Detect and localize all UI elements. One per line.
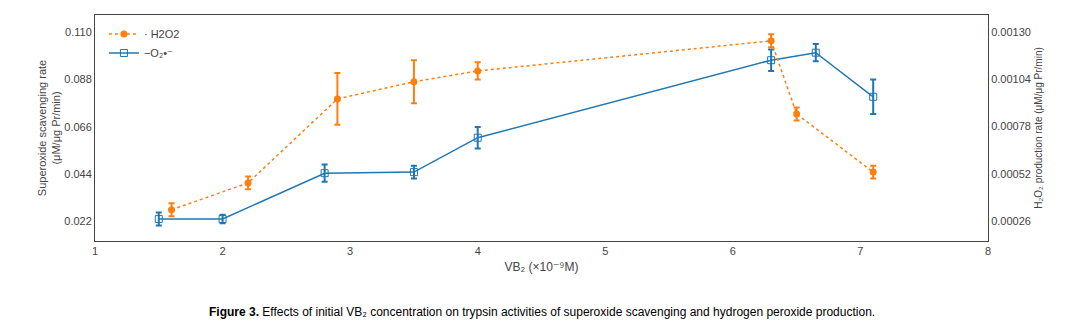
- svg-text:VB₂ (×10⁻⁹M): VB₂ (×10⁻⁹M): [505, 260, 579, 274]
- svg-text:· H2O2: · H2O2: [144, 28, 179, 40]
- svg-text:7: 7: [857, 245, 863, 257]
- svg-text:4: 4: [475, 245, 481, 257]
- svg-text:6: 6: [730, 245, 736, 257]
- svg-text:0.044: 0.044: [64, 168, 92, 180]
- svg-text:0.066: 0.066: [64, 121, 92, 133]
- svg-text:1: 1: [92, 245, 98, 257]
- svg-text:Superoxide scavenging rate(μM/: Superoxide scavenging rate(μM/μg Pr/min): [36, 60, 62, 196]
- svg-text:0.00078: 0.00078: [991, 120, 1031, 132]
- svg-text:0.022: 0.022: [64, 215, 92, 227]
- svg-text:2: 2: [220, 245, 226, 257]
- svg-text:0.00052: 0.00052: [991, 168, 1031, 180]
- svg-text:H₂O₂ production rate (μM/μg Pr: H₂O₂ production rate (μM/μg Pr/min): [1033, 47, 1044, 209]
- svg-text:Figure 3. Effects of initial V: Figure 3. Effects of initial VB₂ concent…: [209, 305, 875, 319]
- svg-text:0.00104: 0.00104: [991, 73, 1031, 85]
- svg-text:0.00026: 0.00026: [991, 215, 1031, 227]
- svg-text:−O₂•⁻: −O₂•⁻: [144, 47, 173, 59]
- svg-text:5: 5: [602, 245, 608, 257]
- svg-text:0.088: 0.088: [64, 73, 92, 85]
- svg-text:8: 8: [985, 245, 991, 257]
- svg-text:0.00130: 0.00130: [991, 26, 1031, 38]
- svg-text:0.110: 0.110: [65, 26, 92, 38]
- svg-text:3: 3: [347, 245, 353, 257]
